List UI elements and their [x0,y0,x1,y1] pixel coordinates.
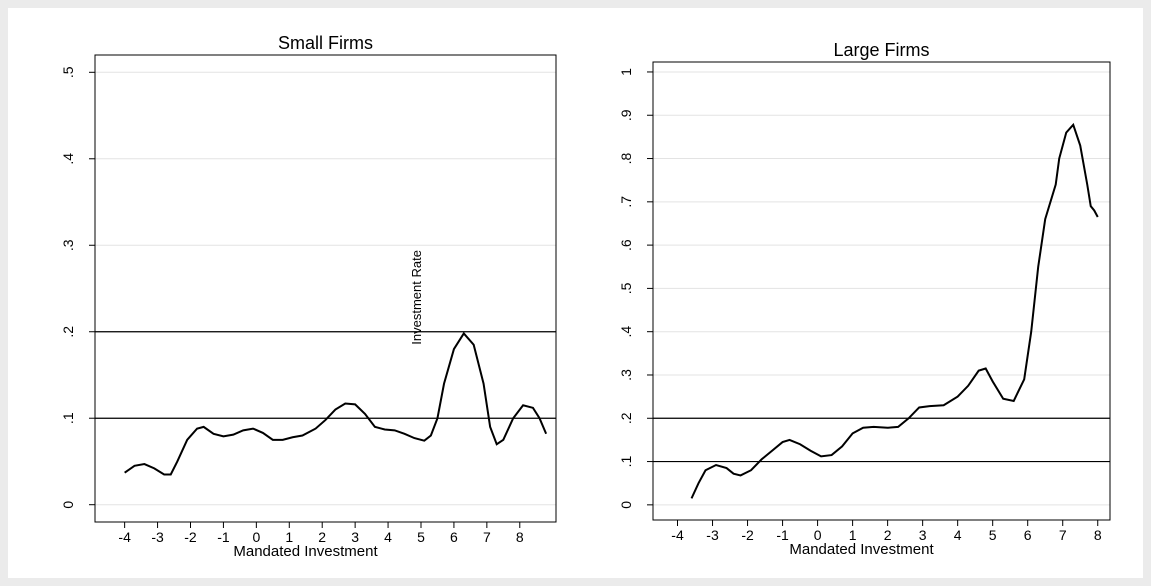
x-tick-label: 3 [919,527,927,543]
y-tick-label: .3 [618,369,634,381]
x-tick-label: 4 [384,529,392,545]
x-tick-label: -2 [184,529,197,545]
y-tick-label: .6 [618,239,634,251]
chart-title: Large Firms [833,40,929,60]
x-tick-label: 2 [318,529,326,545]
y-tick-label: .9 [618,109,634,121]
x-tick-label: -3 [706,527,719,543]
y-tick-label: .2 [60,326,76,338]
x-tick-label: 7 [1059,527,1067,543]
y-tick-label: .3 [60,239,76,251]
y-tick-label: .7 [618,196,634,208]
y-tick-label: .1 [618,456,634,468]
y-tick-label: .8 [618,152,634,164]
x-tick-label: 3 [351,529,359,545]
y-tick-label: .4 [60,153,76,165]
x-tick-label: 1 [285,529,293,545]
x-axis-label: Mandated Investment [233,543,378,560]
x-tick-label: -3 [151,529,164,545]
y-tick-label: .1 [60,412,76,424]
y-tick-label: .5 [618,282,634,294]
x-tick-label: 5 [989,527,997,543]
x-tick-label: 6 [450,529,458,545]
x-tick-label: 0 [814,527,822,543]
x-tick-label: 4 [954,527,962,543]
x-tick-label: -2 [741,527,754,543]
x-tick-label: -4 [671,527,684,543]
x-tick-label: 2 [884,527,892,543]
y-tick-label: 0 [60,501,76,509]
x-tick-label: 7 [483,529,491,545]
annotation: Investment Rate [409,250,424,345]
line [690,122,1099,499]
y-tick-label: .2 [618,412,634,424]
x-tick-label: 6 [1024,527,1032,543]
y-tick-label: 1 [618,68,634,76]
y-tick-label: 0 [618,501,634,509]
x-tick-label: 8 [1094,527,1102,543]
line [124,331,548,476]
chart-title: Small Firms [278,33,373,53]
y-tick-label: .5 [60,66,76,78]
x-tick-label: -1 [776,527,789,543]
x-tick-label: 5 [417,529,425,545]
canvas [8,8,1143,578]
x-tick-label: -1 [217,529,230,545]
x-tick-label: 8 [516,529,524,545]
y-tick-label: .4 [618,326,634,338]
plot-border [652,61,1111,521]
x-tick-label: 0 [252,529,260,545]
plot-border [94,54,557,523]
x-axis-label: Mandated Investment [789,541,934,558]
x-tick-label: -4 [118,529,131,545]
x-tick-label: 1 [849,527,857,543]
